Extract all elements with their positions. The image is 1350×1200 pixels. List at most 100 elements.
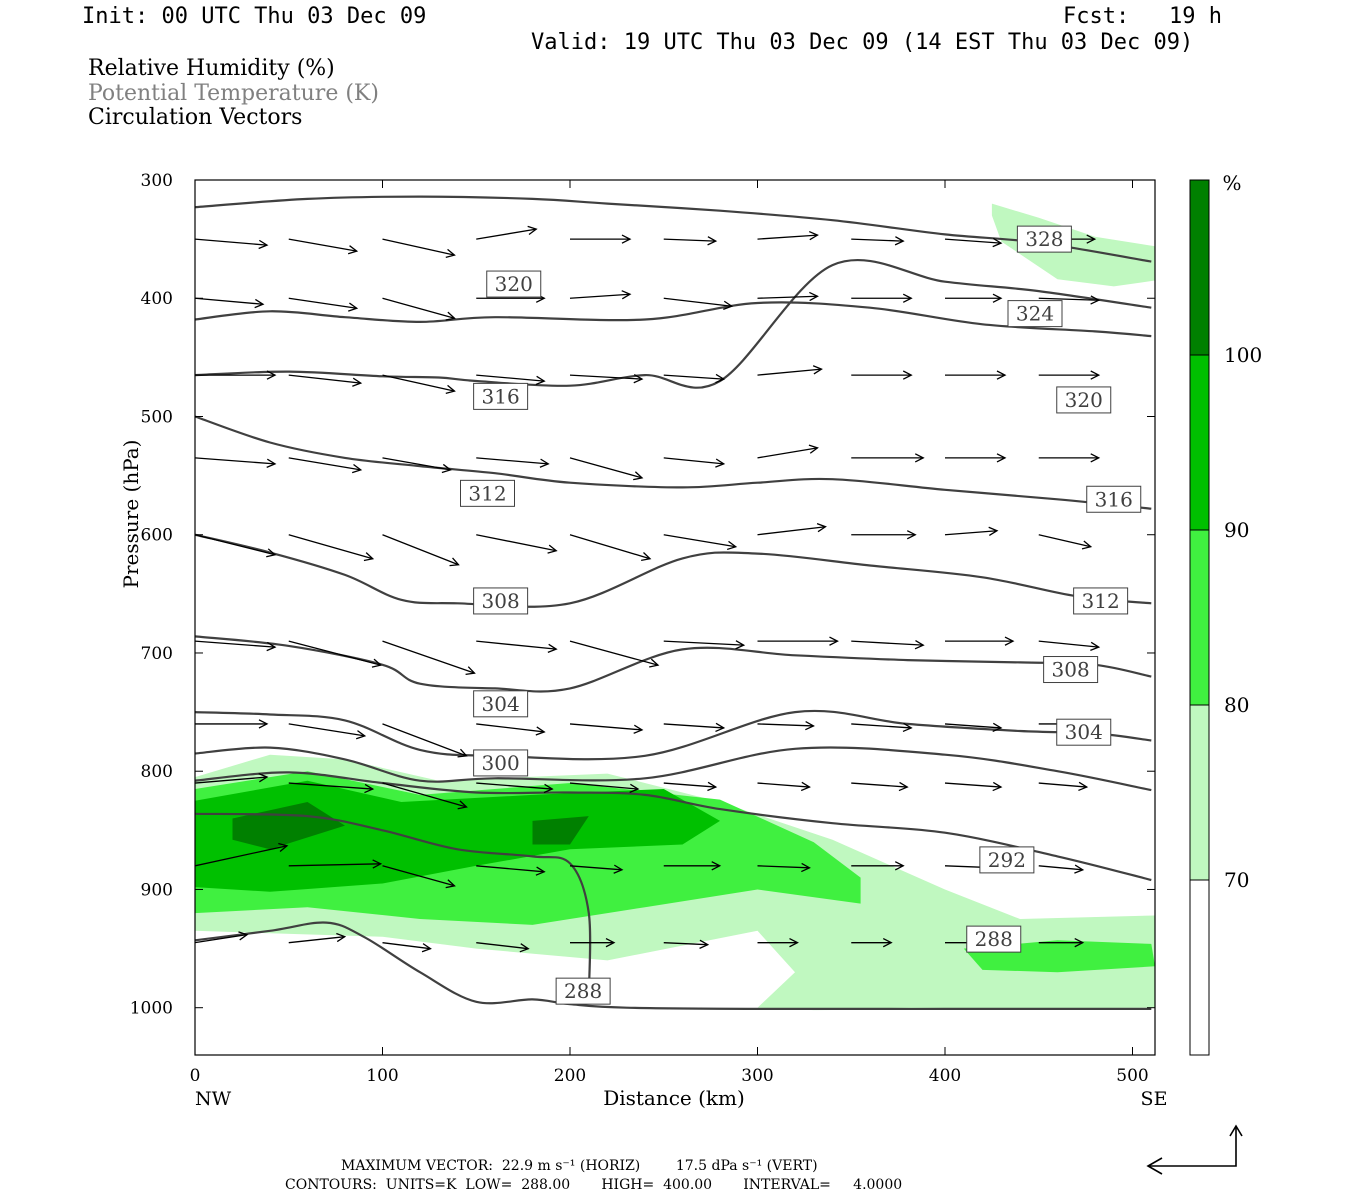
contour-label-324: 324 [1007, 300, 1063, 328]
theta-contour-328 [195, 195, 1152, 263]
svg-text:308: 308 [482, 589, 520, 613]
vector-49 [1038, 534, 1093, 550]
rh-region-90-4 [195, 780, 720, 892]
colorbar-label-100: 100 [1224, 343, 1262, 367]
vector-76 [757, 781, 811, 792]
vector-43 [476, 534, 558, 554]
y-tick-label-1000: 1000 [130, 999, 173, 1019]
vector-36 [757, 444, 819, 459]
vector-21 [288, 374, 363, 387]
contour-label-308: 308 [1043, 656, 1099, 684]
vector-46 [757, 522, 827, 536]
x-left-end-label: NW [195, 1088, 232, 1110]
vector-72 [382, 782, 468, 810]
legend-theta: Potential Temperature (K) [88, 81, 379, 106]
y-axis-label: Pressure (hPa) [119, 440, 143, 589]
y-tick-label-700: 700 [141, 644, 173, 664]
contour-label-312: 312 [460, 479, 515, 507]
svg-text:304: 304 [1065, 720, 1103, 744]
vector-45 [663, 534, 738, 551]
vector-48 [944, 526, 999, 536]
vector-14 [569, 290, 632, 300]
y-tick-label-500: 500 [141, 407, 173, 427]
vector-64 [569, 723, 644, 734]
plot-frame [194, 179, 1156, 1056]
colorbar-unit: % [1222, 171, 1241, 195]
svg-text:316: 316 [482, 384, 520, 408]
theta-contour-320 [195, 259, 1152, 389]
colorbar-segment-0 [1190, 880, 1209, 1055]
vector-22 [382, 374, 456, 394]
vector-90 [195, 931, 249, 944]
theta-contour-296 [195, 771, 1152, 882]
y-tick-label-800: 800 [141, 762, 173, 782]
contour-label-320: 320 [1056, 386, 1112, 414]
colorbar-segment-3 [1190, 355, 1209, 530]
colorbar-label-80: 80 [1224, 693, 1249, 717]
vector-86 [757, 862, 811, 873]
vector-53 [476, 640, 558, 654]
vector-93 [476, 942, 530, 953]
vector-33 [476, 457, 550, 468]
x-tick-label-200: 200 [554, 1066, 586, 1086]
y-tick-label-600: 600 [141, 526, 173, 546]
svg-text:328: 328 [1025, 227, 1063, 251]
vector-61 [288, 723, 367, 740]
vector-60 [195, 719, 269, 729]
vector-73 [476, 782, 554, 794]
vector-41 [288, 534, 375, 562]
vector-95 [663, 939, 710, 949]
svg-text:316: 316 [1095, 487, 1133, 511]
vector-0 [195, 238, 269, 250]
contour-labels: 328 320 324 316 320 312 316 308 312 308 304 304 300 2… [460, 225, 1142, 1005]
svg-text:288: 288 [975, 927, 1013, 951]
vector-2 [382, 238, 456, 259]
vector-92 [382, 942, 432, 953]
contour-label-304: 304 [473, 690, 529, 718]
axes: 300 400 500 600 700 800 900 1000 0 100 200 300 400 50… [130, 171, 1155, 1086]
contour-label-308: 308 [473, 587, 529, 615]
vector-27 [851, 370, 913, 380]
vector-39 [1038, 453, 1101, 463]
x-tick-label-300: 300 [741, 1066, 773, 1086]
contour-label-320: 320 [486, 270, 542, 298]
vector-75 [663, 781, 718, 792]
vector-19 [1038, 295, 1101, 305]
vector-82 [382, 865, 456, 889]
theta-contour-312 [195, 533, 1152, 608]
valid-time: Valid: 19 UTC Thu 03 Dec 09 (14 EST Thu … [531, 30, 1194, 55]
init-time: Init: 00 UTC Thu 03 Dec 09 [82, 4, 427, 29]
vector-65 [663, 722, 726, 733]
vector-44 [569, 534, 652, 561]
theta-contour-300 [195, 746, 1152, 792]
svg-text:320: 320 [495, 272, 533, 296]
vector-18 [945, 293, 1003, 303]
contour-label-304: 304 [1056, 718, 1112, 746]
svg-text:324: 324 [1016, 302, 1054, 326]
vector-96 [757, 938, 799, 948]
vector-32 [382, 457, 452, 474]
reference-vector-icon [1146, 1124, 1243, 1175]
vector-94 [570, 938, 616, 948]
forecast-hour: Fcst: 19 h [1063, 4, 1222, 29]
rh-colorbar: 70 80 90 100 [1189, 179, 1262, 1056]
vector-83 [476, 865, 546, 876]
max-vector-note: MAXIMUM VECTOR: 22.9 m s⁻¹ (HORIZ) 17.5 … [341, 1158, 818, 1174]
vector-99 [1038, 938, 1085, 948]
vector-63 [476, 723, 546, 736]
vector-97 [851, 938, 893, 948]
contours-note: CONTOURS: UNITS=K LOW= 288.00 HIGH= 400.… [285, 1177, 903, 1193]
contour-label-312: 312 [1073, 587, 1129, 615]
vector-8 [944, 237, 1003, 248]
theta-contour-304 [195, 709, 1152, 761]
vector-79 [1038, 781, 1089, 792]
colorbar-label-70: 70 [1224, 868, 1249, 892]
svg-text:288: 288 [564, 979, 602, 1003]
vector-40 [195, 534, 277, 558]
x-tick-label-0: 0 [190, 1066, 201, 1086]
vector-35 [663, 457, 726, 468]
contour-label-300: 300 [473, 749, 529, 777]
y-tick-label-300: 300 [141, 171, 173, 191]
x-tick-label-100: 100 [366, 1066, 398, 1086]
vector-23 [476, 374, 546, 386]
